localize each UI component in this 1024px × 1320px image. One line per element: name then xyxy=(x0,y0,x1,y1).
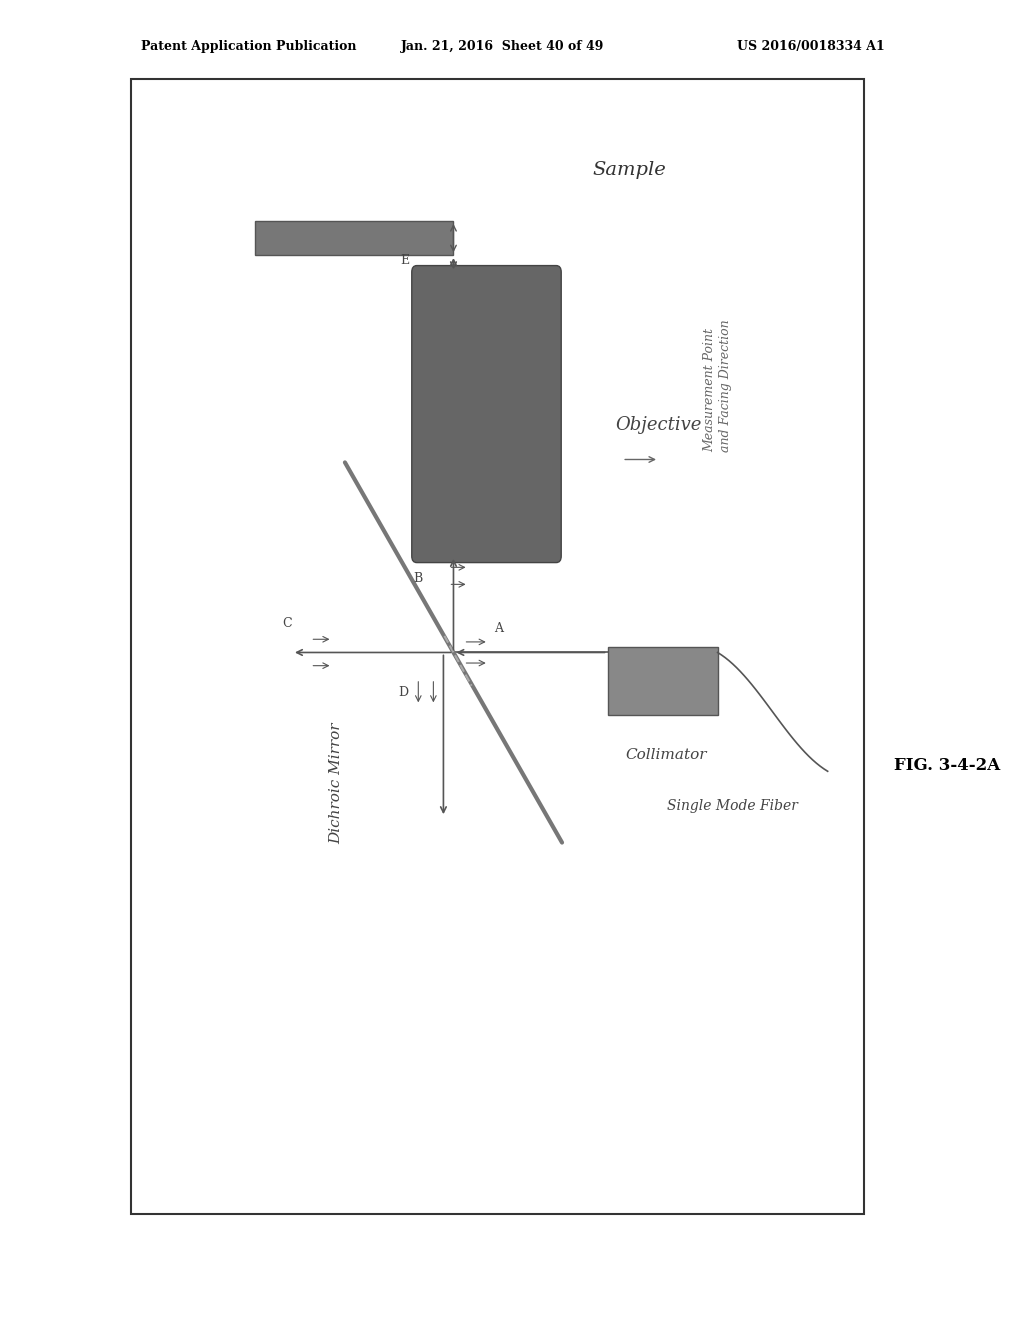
FancyBboxPatch shape xyxy=(412,265,561,562)
Text: Dichroic Mirror: Dichroic Mirror xyxy=(329,722,343,843)
Text: Jan. 21, 2016  Sheet 40 of 49: Jan. 21, 2016 Sheet 40 of 49 xyxy=(400,40,604,53)
Text: B: B xyxy=(414,572,423,585)
Text: E: E xyxy=(400,255,410,268)
Text: Single Mode Fiber: Single Mode Fiber xyxy=(667,799,798,813)
Text: A: A xyxy=(494,622,503,635)
Bar xyxy=(255,222,454,255)
Text: Objective: Objective xyxy=(614,416,701,434)
Bar xyxy=(131,79,864,1214)
Text: Patent Application Publication: Patent Application Publication xyxy=(140,40,356,53)
Text: Collimator: Collimator xyxy=(626,747,707,762)
Text: FIG. 3-4-2A: FIG. 3-4-2A xyxy=(895,758,1000,774)
Text: D: D xyxy=(398,685,409,698)
Text: US 2016/0018334 A1: US 2016/0018334 A1 xyxy=(736,40,885,53)
Text: Sample: Sample xyxy=(593,161,667,180)
Bar xyxy=(607,647,718,715)
Text: C: C xyxy=(283,616,292,630)
Text: Measurement Point
and Facing Direction: Measurement Point and Facing Direction xyxy=(703,319,731,451)
